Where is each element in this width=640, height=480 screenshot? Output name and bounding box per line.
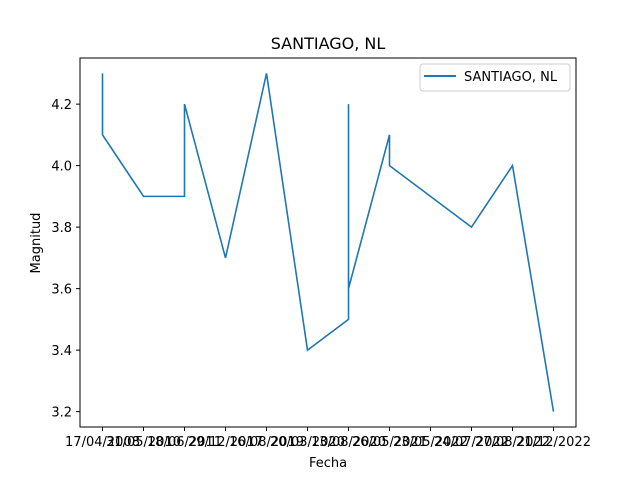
y-tick-label: 4.0 — [51, 160, 72, 175]
series-line — [101, 73, 555, 412]
x-axis-title: Fecha — [309, 456, 347, 471]
chart-title: SANTIAGO, NL — [271, 34, 386, 53]
series-layer — [101, 73, 555, 412]
y-axis-title: Magnitud — [29, 213, 44, 274]
y-tick-label: 3.4 — [51, 344, 72, 359]
x-tick-label: 17/04/2008 — [65, 435, 140, 450]
x-tick-label: 24/07/2022 — [434, 435, 509, 450]
x-tick-label: 13/08/2020 — [311, 435, 386, 450]
plot-frame — [79, 57, 577, 428]
x-tick-label: 26/05/2021 — [352, 435, 427, 450]
x-axis-ticks: 17/04/200831/05/201018/06/201129/12/2017… — [65, 427, 591, 450]
legend: SANTIAGO, NL — [419, 63, 571, 92]
x-tick-label: 31/05/2010 — [106, 435, 181, 450]
y-axis-ticks: 3.2 3.4 3.6 3.8 4.0 4.2 — [51, 98, 80, 421]
x-tick-label: 20/03/2020 — [270, 435, 345, 450]
y-tick-label: 3.2 — [51, 406, 72, 421]
x-tick-label: 18/06/2011 — [147, 435, 222, 450]
y-tick-label: 3.6 — [51, 283, 72, 298]
y-tick-label: 3.8 — [51, 221, 72, 236]
plot-area — [80, 58, 576, 427]
legend-box — [419, 63, 571, 92]
x-tick-label: 29/12/2017 — [188, 435, 263, 450]
x-tick-label: 23/05/2022 — [393, 435, 468, 450]
x-tick-label: 16/08/2019 — [229, 435, 304, 450]
y-tick-label: 4.2 — [51, 98, 72, 113]
legend-label: SANTIAGO, NL — [464, 70, 558, 85]
x-tick-label: 27/08/2022 — [475, 435, 550, 450]
x-tick-label: 21/12/2022 — [516, 435, 591, 450]
